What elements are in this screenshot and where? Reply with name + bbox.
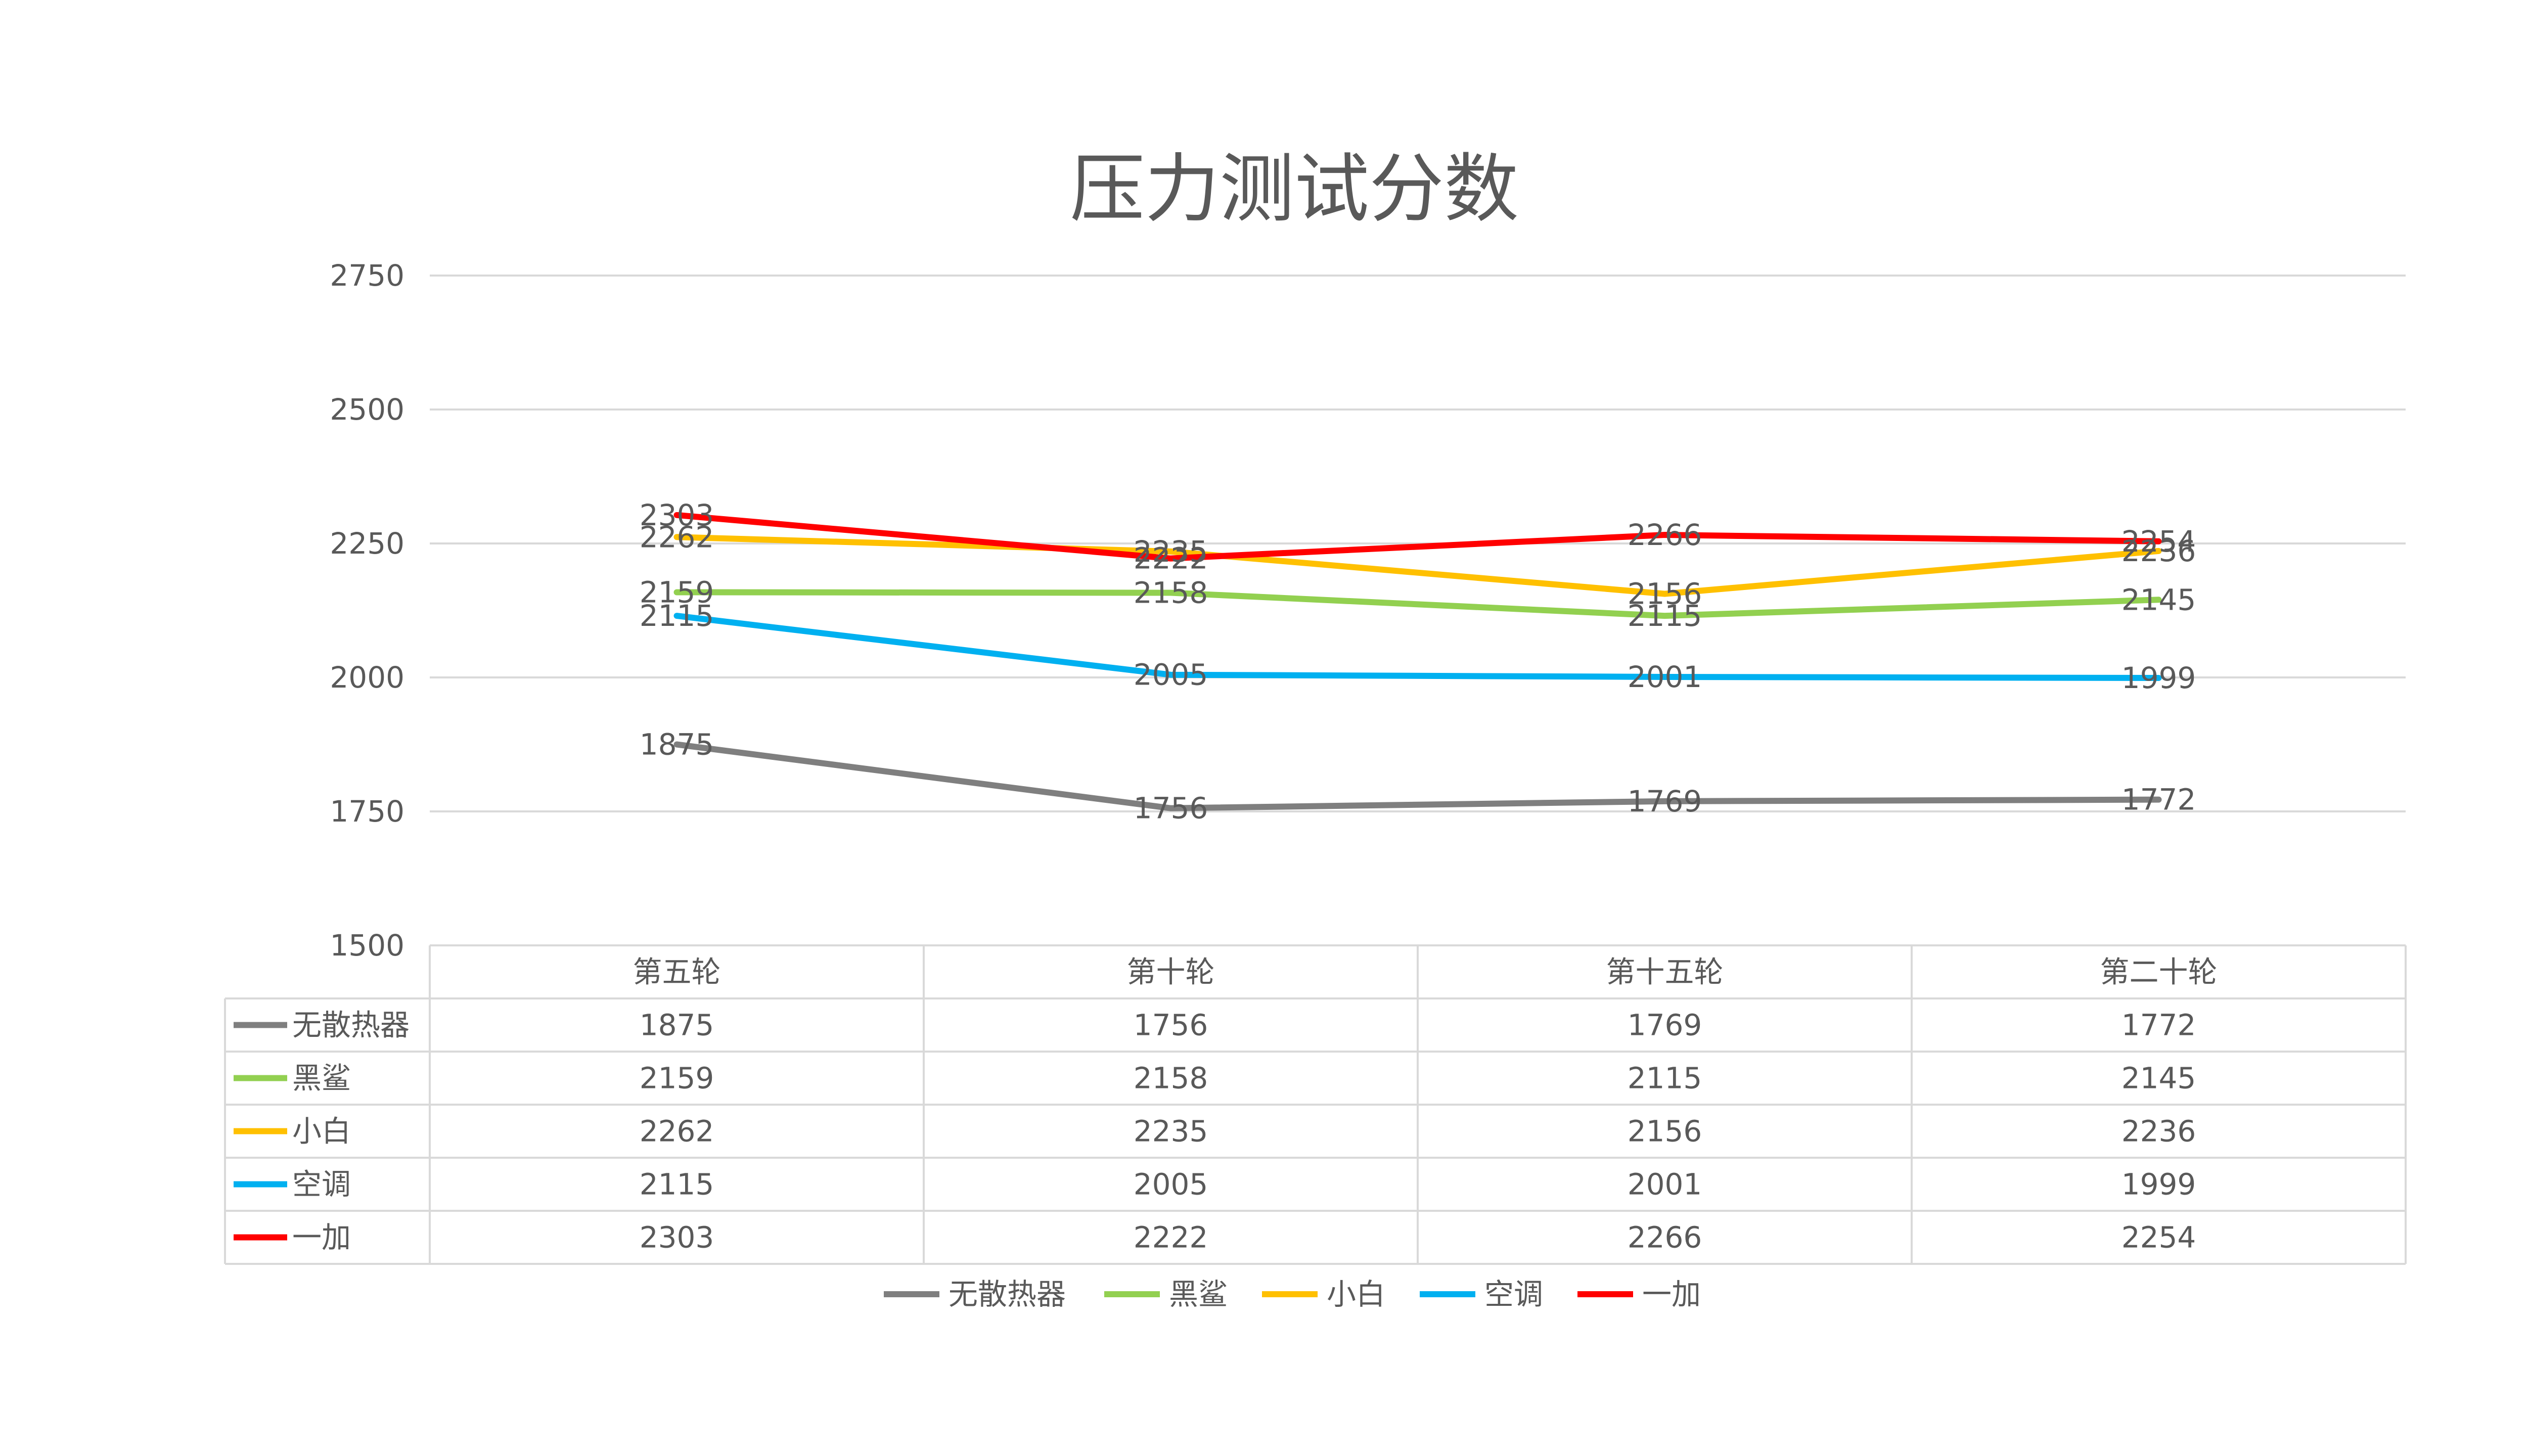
data-labels: 1875 1756 1769 1772 2159 2158 2115 2145 2262 2235… <box>640 498 2196 826</box>
data-label: 2266 <box>1628 518 1702 552</box>
table-cell: 2156 <box>1628 1114 1702 1149</box>
data-label: 1756 <box>1134 791 1208 826</box>
table-cell: 2262 <box>640 1114 714 1149</box>
table-cell: 2266 <box>1628 1220 1702 1255</box>
y-tick-label: 2000 <box>330 660 404 695</box>
table-cell: 2005 <box>1134 1167 1208 1202</box>
series-lines <box>673 512 2162 811</box>
data-label: 2236 <box>2121 534 2196 568</box>
data-label: 2235 <box>1134 534 1208 569</box>
table-series-name: 小白 <box>292 1114 351 1149</box>
category-label: 第二十轮 <box>2100 955 2217 989</box>
data-label: 1999 <box>2121 661 2196 695</box>
legend-label: 无散热器 <box>949 1277 1066 1311</box>
table-series-name: 黑鲨 <box>292 1061 351 1096</box>
table-cell: 1999 <box>2121 1167 2196 1202</box>
chart-title: 压力测试分数 <box>1070 146 1519 233</box>
legend-label: 空调 <box>1484 1277 1543 1311</box>
table-cell: 1875 <box>640 1008 714 1042</box>
table-cell: 1756 <box>1134 1008 1208 1042</box>
data-label: 2115 <box>1628 599 1702 633</box>
category-label: 第十轮 <box>1126 955 1214 989</box>
data-label: 1769 <box>1628 784 1702 818</box>
data-label: 2156 <box>1628 577 1702 611</box>
legend-label: 一加 <box>1642 1277 1701 1311</box>
data-label: 2158 <box>1134 576 1208 610</box>
y-tick-label: 2750 <box>330 258 404 293</box>
data-label: 1875 <box>640 727 714 762</box>
data-label: 2145 <box>2121 582 2196 617</box>
legend-label: 小白 <box>1327 1277 1385 1311</box>
series-line <box>673 534 2162 597</box>
table-cell: 2235 <box>1134 1114 1208 1149</box>
category-label: 第十五轮 <box>1606 955 1723 989</box>
y-tick-label: 1500 <box>330 928 404 963</box>
table-series-name: 无散热器 <box>292 1008 410 1042</box>
legend-label: 黑鲨 <box>1169 1277 1228 1311</box>
y-axis-ticks: 1500 1750 2000 2250 2500 2750 <box>330 258 404 963</box>
table-cell: 2254 <box>2121 1220 2196 1255</box>
legend: 无散热器 黑鲨 小白 空调 一加 <box>884 1277 1701 1311</box>
table-cell: 2222 <box>1134 1220 1208 1255</box>
table-cell: 2145 <box>2121 1061 2196 1096</box>
data-label: 2005 <box>1134 658 1208 692</box>
table-series-name: 空调 <box>292 1167 351 1202</box>
table-cell: 2236 <box>2121 1114 2196 1149</box>
table-cell: 2001 <box>1628 1167 1702 1202</box>
series-line <box>673 512 2162 562</box>
table-cell: 1772 <box>2121 1008 2196 1042</box>
data-label: 2262 <box>640 520 714 554</box>
y-tick-label: 2250 <box>330 526 404 561</box>
data-label: 2222 <box>1134 541 1208 576</box>
series-line <box>673 613 2162 681</box>
y-tick-label: 1750 <box>330 794 404 829</box>
table-cell: 2158 <box>1134 1061 1208 1096</box>
data-label: 2115 <box>640 599 714 633</box>
data-label: 2159 <box>640 575 714 609</box>
y-tick-label: 2500 <box>330 392 404 427</box>
data-label: 2254 <box>2121 524 2196 559</box>
data-label: 2001 <box>1628 660 1702 694</box>
table-cell: 2303 <box>640 1220 714 1255</box>
table-cell: 2115 <box>1628 1061 1702 1096</box>
series-line <box>673 741 2162 811</box>
table-cell: 2159 <box>640 1061 714 1096</box>
series-line <box>673 589 2162 619</box>
table-cell: 2115 <box>640 1167 714 1202</box>
table-cell: 1769 <box>1628 1008 1702 1042</box>
category-label: 第五轮 <box>633 955 720 989</box>
data-label: 1772 <box>2121 783 2196 817</box>
table-series-name: 一加 <box>292 1220 351 1255</box>
data-label: 2303 <box>640 498 714 532</box>
